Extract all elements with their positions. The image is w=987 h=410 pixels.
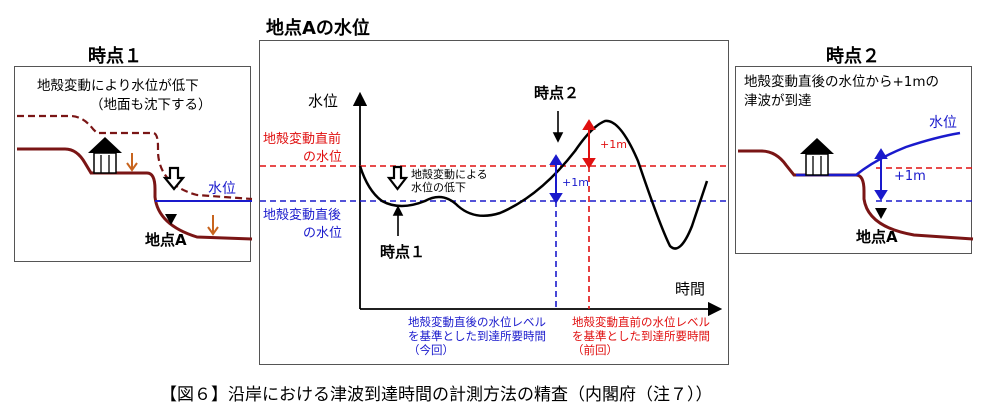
ground-line xyxy=(738,149,974,241)
blue-note-2: を基準とした到達所要時間 xyxy=(408,329,546,343)
time1-label: 時点１ xyxy=(380,243,426,261)
red-plus1m-label: +1m xyxy=(600,138,627,151)
new-ground-line xyxy=(17,147,253,241)
water-level-curve xyxy=(358,119,709,250)
left-water-label: 水位 xyxy=(208,181,236,197)
red-note-1: 地殻変動直前の水位レベル xyxy=(572,315,710,329)
right-note-line2: 津波が到達 xyxy=(744,93,812,109)
center-panel-title: 地点Aの水位 xyxy=(266,18,370,39)
right-panel-diagram xyxy=(738,131,974,241)
tsunami-water-line xyxy=(796,131,961,177)
blue-note-1: 地殻変動直後の水位レベル xyxy=(408,315,546,329)
left-panel: 地殻変動により水位が低下 （地面も沈下する） 水位 地点A xyxy=(14,66,253,262)
point-a-marker xyxy=(875,208,887,219)
hollow-down-arrow xyxy=(386,165,409,191)
time2-label: 時点２ xyxy=(534,84,580,102)
red-plus1m-arrow xyxy=(582,119,596,169)
plus1m-arrow xyxy=(874,148,888,201)
right-plus1m-label: +1m xyxy=(894,169,926,184)
right-panel-title: 時点２ xyxy=(826,46,880,67)
left-note-line2: （地面も沈下する） xyxy=(90,97,212,113)
time1-arrow xyxy=(392,205,404,236)
left-panel-diagram xyxy=(17,114,253,241)
y-axis-label: 水位 xyxy=(308,92,339,110)
time2-arrow xyxy=(552,111,564,143)
house-icon xyxy=(88,137,122,174)
house-icon xyxy=(800,138,834,176)
left-point-label: 地点A xyxy=(145,231,187,249)
blue-plus1m-arrow xyxy=(549,154,563,204)
red-note-3: （前回） xyxy=(572,343,618,357)
drop-note-2: 水位の低下 xyxy=(411,181,466,194)
blue-plus1m-label: +1m xyxy=(562,176,589,189)
left-panel-title: 時点１ xyxy=(88,46,142,67)
right-water-label: 水位 xyxy=(929,115,957,131)
left-note-line1: 地殻変動により水位が低下 xyxy=(37,78,199,94)
after-level-label-1: 地殻変動直後 xyxy=(263,208,342,223)
before-level-label-2: の水位 xyxy=(303,150,343,165)
subsidence-arrow xyxy=(126,153,138,172)
drop-note-1: 地殻変動による xyxy=(411,168,488,181)
after-level-label-2: の水位 xyxy=(303,226,343,241)
center-panel: 水位 時間 地殻変動直前 の水位 地殻変動直後 の水位 地殻変動による 水位の低… xyxy=(259,40,730,365)
right-note-line1: 地殻変動直後の水位から+1mの xyxy=(744,74,940,90)
figure-caption: 【図６】沿岸における津波到達時間の計測方法の精査（内閣府（注７）） xyxy=(160,385,713,405)
red-note-2: を基準とした到達所要時間 xyxy=(572,329,710,343)
center-chart xyxy=(260,91,730,317)
blue-note-3: （今回） xyxy=(408,343,454,357)
old-ground-line xyxy=(17,114,253,201)
before-level-label-1: 地殻変動直前 xyxy=(263,132,342,147)
subsidence-arrow xyxy=(207,215,219,236)
right-point-label: 地点A xyxy=(856,228,898,246)
right-panel: 地殻変動直後の水位から+1mの 津波が到達 水位 +1m 地点A xyxy=(735,66,974,254)
hollow-down-arrow xyxy=(162,166,186,191)
point-a-marker xyxy=(165,214,177,225)
x-axis-label: 時間 xyxy=(675,280,706,298)
